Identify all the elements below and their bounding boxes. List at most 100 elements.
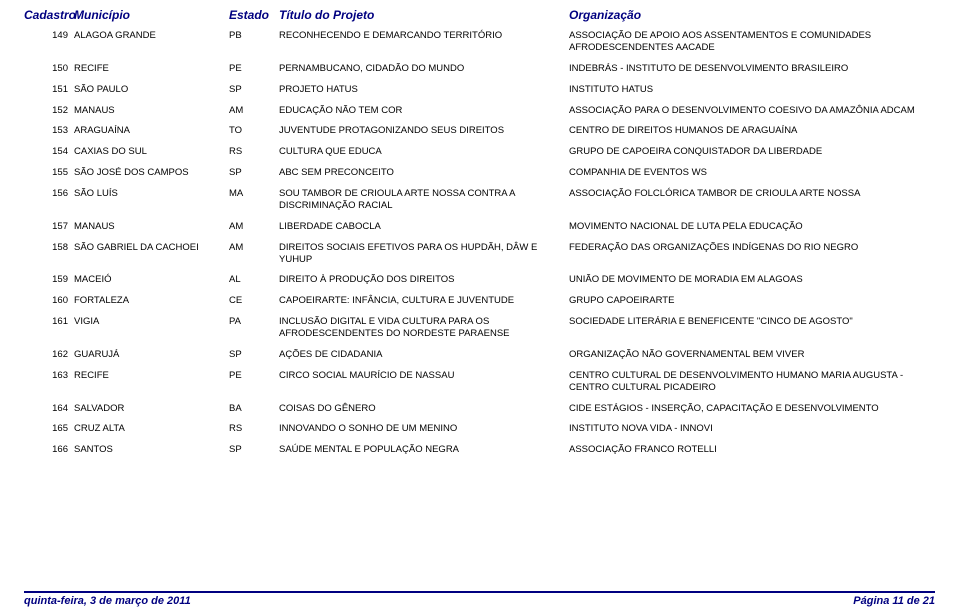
cell-titulo: ABC SEM PRECONCEITO — [279, 167, 569, 179]
cell-municipio: RECIFE — [74, 63, 229, 75]
cell-municipio: MACEIÓ — [74, 274, 229, 286]
cell-titulo: SAÚDE MENTAL E POPULAÇÃO NEGRA — [279, 444, 569, 456]
table-row: 159MACEIÓALDIREITO À PRODUÇÃO DOS DIREIT… — [24, 274, 935, 286]
cell-cadastro: 163 — [24, 370, 74, 394]
cell-titulo: EDUCAÇÃO NÃO TEM COR — [279, 105, 569, 117]
cell-cadastro: 149 — [24, 30, 74, 54]
cell-estado: MA — [229, 188, 279, 212]
footer-page: Página 11 de 21 — [853, 595, 935, 607]
cell-organizacao: MOVIMENTO NACIONAL DE LUTA PELA EDUCAÇÃO — [569, 221, 935, 233]
cell-municipio: GUARUJÁ — [74, 349, 229, 361]
cell-estado: AM — [229, 242, 279, 266]
cell-organizacao: ORGANIZAÇÃO NÃO GOVERNAMENTAL BEM VIVER — [569, 349, 935, 361]
header-titulo: Título do Projeto — [279, 8, 569, 22]
cell-estado: AM — [229, 105, 279, 117]
cell-municipio: ARAGUAÍNA — [74, 125, 229, 137]
cell-municipio: CAXIAS DO SUL — [74, 146, 229, 158]
table-row: 156SÃO LUÍSMASOU TAMBOR DE CRIOULA ARTE … — [24, 188, 935, 212]
table-row: 151SÃO PAULOSPPROJETO HATUSINSTITUTO HAT… — [24, 84, 935, 96]
cell-cadastro: 154 — [24, 146, 74, 158]
cell-titulo: RECONHECENDO E DEMARCANDO TERRITÓRIO — [279, 30, 569, 54]
cell-municipio: CRUZ ALTA — [74, 423, 229, 435]
cell-titulo: PERNAMBUCANO, CIDADÃO DO MUNDO — [279, 63, 569, 75]
cell-estado: SP — [229, 349, 279, 361]
table-row: 149ALAGOA GRANDEPBRECONHECENDO E DEMARCA… — [24, 30, 935, 54]
table-row: 150RECIFEPEPERNAMBUCANO, CIDADÃO DO MUND… — [24, 63, 935, 75]
cell-organizacao: UNIÃO DE MOVIMENTO DE MORADIA EM ALAGOAS — [569, 274, 935, 286]
cell-cadastro: 155 — [24, 167, 74, 179]
cell-organizacao: INSTITUTO HATUS — [569, 84, 935, 96]
cell-municipio: SÃO LUÍS — [74, 188, 229, 212]
cell-municipio: SALVADOR — [74, 403, 229, 415]
cell-municipio: SANTOS — [74, 444, 229, 456]
table-row: 152MANAUSAMEDUCAÇÃO NÃO TEM CORASSOCIAÇÃ… — [24, 105, 935, 117]
cell-organizacao: ASSOCIAÇÃO FOLCLÓRICA TAMBOR DE CRIOULA … — [569, 188, 935, 212]
footer-date: quinta-feira, 3 de março de 2011 — [24, 595, 191, 607]
cell-municipio: MANAUS — [74, 105, 229, 117]
cell-titulo: CAPOEIRARTE: INFÂNCIA, CULTURA E JUVENTU… — [279, 295, 569, 307]
table-row: 162GUARUJÁSPAÇÕES DE CIDADANIAORGANIZAÇÃ… — [24, 349, 935, 361]
cell-cadastro: 152 — [24, 105, 74, 117]
cell-estado: PE — [229, 370, 279, 394]
cell-estado: SP — [229, 444, 279, 456]
cell-cadastro: 162 — [24, 349, 74, 361]
table-header: Cadastro Município Estado Título do Proj… — [24, 8, 935, 24]
cell-organizacao: CENTRO CULTURAL DE DESENVOLVIMENTO HUMAN… — [569, 370, 935, 394]
cell-titulo: CULTURA QUE EDUCA — [279, 146, 569, 158]
cell-cadastro: 151 — [24, 84, 74, 96]
cell-estado: CE — [229, 295, 279, 307]
cell-estado: SP — [229, 167, 279, 179]
cell-estado: BA — [229, 403, 279, 415]
cell-cadastro: 161 — [24, 316, 74, 340]
cell-organizacao: SOCIEDADE LITERÁRIA E BENEFICENTE "CINCO… — [569, 316, 935, 340]
cell-cadastro: 156 — [24, 188, 74, 212]
cell-cadastro: 159 — [24, 274, 74, 286]
cell-estado: PA — [229, 316, 279, 340]
cell-municipio: SÃO JOSÉ DOS CAMPOS — [74, 167, 229, 179]
header-estado: Estado — [229, 8, 279, 22]
cell-organizacao: INDEBRÁS - INSTITUTO DE DESENVOLVIMENTO … — [569, 63, 935, 75]
cell-titulo: INCLUSÃO DIGITAL E VIDA CULTURA PARA OS … — [279, 316, 569, 340]
cell-municipio: ALAGOA GRANDE — [74, 30, 229, 54]
cell-estado: AM — [229, 221, 279, 233]
cell-organizacao: COMPANHIA DE EVENTOS WS — [569, 167, 935, 179]
cell-titulo: JUVENTUDE PROTAGONIZANDO SEUS DIREITOS — [279, 125, 569, 137]
cell-municipio: VIGIA — [74, 316, 229, 340]
table-row: 160FORTALEZACECAPOEIRARTE: INFÂNCIA, CUL… — [24, 295, 935, 307]
cell-titulo: CIRCO SOCIAL MAURÍCIO DE NASSAU — [279, 370, 569, 394]
cell-municipio: SÃO GABRIEL DA CACHOEI — [74, 242, 229, 266]
table-row: 161VIGIAPAINCLUSÃO DIGITAL E VIDA CULTUR… — [24, 316, 935, 340]
cell-organizacao: ASSOCIAÇÃO DE APOIO AOS ASSENTAMENTOS E … — [569, 30, 935, 54]
cell-organizacao: ASSOCIAÇÃO PARA O DESENVOLVIMENTO COESIV… — [569, 105, 935, 117]
cell-titulo: COISAS DO GÊNERO — [279, 403, 569, 415]
cell-cadastro: 160 — [24, 295, 74, 307]
cell-estado: AL — [229, 274, 279, 286]
table-row: 153ARAGUAÍNATOJUVENTUDE PROTAGONIZANDO S… — [24, 125, 935, 137]
cell-estado: SP — [229, 84, 279, 96]
cell-organizacao: ASSOCIAÇÃO FRANCO ROTELLI — [569, 444, 935, 456]
cell-estado: RS — [229, 423, 279, 435]
cell-organizacao: CIDE ESTÁGIOS - INSERÇÃO, CAPACITAÇÃO E … — [569, 403, 935, 415]
table-row: 154CAXIAS DO SULRSCULTURA QUE EDUCAGRUPO… — [24, 146, 935, 158]
cell-titulo: PROJETO HATUS — [279, 84, 569, 96]
cell-titulo: DIREITO À PRODUÇÃO DOS DIREITOS — [279, 274, 569, 286]
table-row: 163RECIFEPECIRCO SOCIAL MAURÍCIO DE NASS… — [24, 370, 935, 394]
cell-organizacao: GRUPO CAPOEIRARTE — [569, 295, 935, 307]
table-row: 165CRUZ ALTARSINNOVANDO O SONHO DE UM ME… — [24, 423, 935, 435]
cell-municipio: RECIFE — [74, 370, 229, 394]
cell-cadastro: 165 — [24, 423, 74, 435]
cell-organizacao: FEDERAÇÃO DAS ORGANIZAÇÕES INDÍGENAS DO … — [569, 242, 935, 266]
cell-titulo: INNOVANDO O SONHO DE UM MENINO — [279, 423, 569, 435]
cell-cadastro: 157 — [24, 221, 74, 233]
cell-cadastro: 164 — [24, 403, 74, 415]
cell-estado: RS — [229, 146, 279, 158]
header-municipio: Município — [74, 8, 229, 22]
cell-municipio: SÃO PAULO — [74, 84, 229, 96]
table-row: 158SÃO GABRIEL DA CACHOEIAMDIREITOS SOCI… — [24, 242, 935, 266]
table-row: 155SÃO JOSÉ DOS CAMPOSSPABC SEM PRECONCE… — [24, 167, 935, 179]
table-row: 164SALVADORBACOISAS DO GÊNEROCIDE ESTÁGI… — [24, 403, 935, 415]
cell-cadastro: 153 — [24, 125, 74, 137]
cell-titulo: AÇÕES DE CIDADANIA — [279, 349, 569, 361]
cell-estado: TO — [229, 125, 279, 137]
cell-cadastro: 166 — [24, 444, 74, 456]
